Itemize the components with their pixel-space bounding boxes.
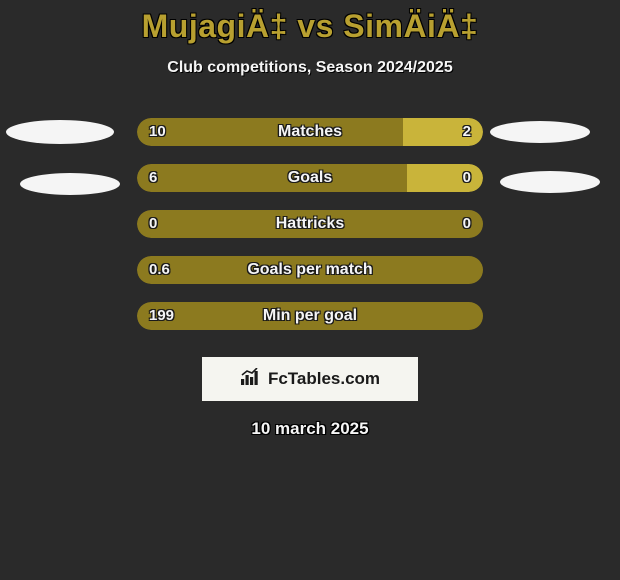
stat-bar-right: [407, 164, 483, 192]
bar-chart-icon: [240, 368, 262, 391]
stat-bar-left: [137, 256, 483, 284]
stat-bar: Goals60: [137, 164, 483, 192]
player-ellipse: [6, 120, 114, 144]
stat-bar-right: [403, 118, 483, 146]
stat-bar-left: [137, 302, 483, 330]
player-ellipse: [20, 173, 120, 195]
stat-bar-left: [137, 210, 483, 238]
player-ellipse: [500, 171, 600, 193]
player-ellipse: [490, 121, 590, 143]
comparison-subtitle: Club competitions, Season 2024/2025: [0, 59, 620, 77]
stat-bar-left: [137, 118, 403, 146]
stat-bar: Hattricks00: [137, 210, 483, 238]
source-logo-box: FcTables.com: [202, 357, 418, 401]
stat-row: Goals per match0.6: [0, 247, 620, 293]
stat-row: Min per goal199: [0, 293, 620, 339]
stat-bar-left: [137, 164, 407, 192]
stats-area: Matches102 Goals60 Hattricks00 Goals per ma…: [0, 109, 620, 339]
stat-bar: Min per goal199: [137, 302, 483, 330]
source-logo-text: FcTables.com: [268, 369, 380, 389]
stat-bar: Matches102: [137, 118, 483, 146]
stat-bar: Goals per match0.6: [137, 256, 483, 284]
comparison-title: MujagiÄ‡ vs SimÄiÄ‡: [0, 0, 620, 45]
date-line: 10 march 2025: [0, 419, 620, 439]
stat-row: Hattricks00: [0, 201, 620, 247]
